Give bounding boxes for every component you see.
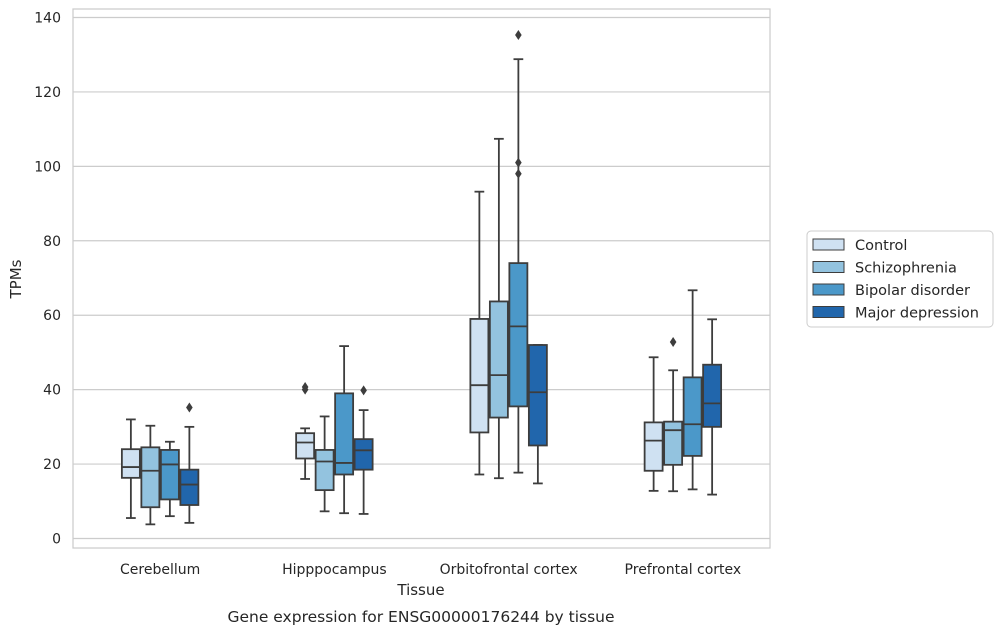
x-tick-label: Hipppocampus <box>282 562 387 578</box>
box-iqr <box>314 449 335 492</box>
box-2-4 <box>353 385 374 515</box>
box-1-1 <box>120 418 141 519</box>
legend-swatch <box>812 238 845 251</box>
y-tick-label: 0 <box>52 532 61 548</box>
y-tick-label: 120 <box>34 85 61 101</box>
box-4-4 <box>702 318 723 496</box>
x-tick-label: Orbitofrontal cortex <box>440 562 578 578</box>
box-3-3 <box>508 29 529 474</box>
legend-swatch <box>812 283 845 296</box>
y-tick-label: 40 <box>43 383 61 399</box>
box-3-1 <box>469 190 490 476</box>
box-iqr <box>469 318 490 434</box>
box-iqr <box>508 262 529 408</box>
outlier-point <box>301 382 309 393</box>
box-iqr <box>353 438 374 471</box>
legend: Control Schizophrenia Bipolar disorder Majo… <box>806 230 994 328</box>
y-tick-label: 100 <box>34 159 61 175</box>
box-iqr <box>682 376 703 457</box>
box-iqr <box>120 448 141 479</box>
box-4-3 <box>682 289 703 491</box>
chart-caption: Gene expression for ENSG00000176244 by t… <box>227 608 614 626</box>
box-iqr <box>140 446 161 509</box>
box-1-3 <box>159 440 180 518</box>
outlier-point <box>515 157 522 168</box>
outlier-point <box>515 29 522 40</box>
x-axis-title: Tissue <box>396 581 444 599</box>
legend-label: Bipolar disorder <box>855 283 970 299</box>
box-iqr <box>527 344 548 447</box>
y-tick-labels: 0 20 40 60 80 100 120 140 <box>34 11 61 548</box>
y-tick-label: 80 <box>43 234 61 250</box>
box-1-2 <box>140 424 161 526</box>
box-1-4 <box>179 402 200 524</box>
legend-label: Schizophrenia <box>855 261 957 277</box>
box-3-2 <box>488 137 509 480</box>
plot-frame <box>72 8 771 549</box>
box-4-2 <box>663 337 684 493</box>
legend-frame <box>806 230 994 328</box>
y-axis-title: TPMs <box>7 259 25 299</box>
box-iqr <box>295 432 316 460</box>
box-iqr <box>179 468 200 506</box>
box-3-4 <box>527 344 548 485</box>
outlier-point <box>186 402 193 413</box>
legend-swatch <box>812 306 845 318</box>
y-tick-label: 20 <box>43 457 61 473</box>
box-iqr <box>643 421 664 472</box>
x-tick-label: Cerebellum <box>120 562 200 578</box>
box-groups <box>120 29 723 526</box>
outlier-point <box>360 385 367 396</box>
box-iqr <box>334 392 355 476</box>
box-iqr <box>159 449 180 501</box>
legend-label: Control <box>855 238 907 254</box>
outlier-point <box>515 168 522 179</box>
box-2-3 <box>334 345 355 515</box>
box-4-1 <box>643 356 664 492</box>
box-2-1 <box>295 382 316 480</box>
y-tick-label: 60 <box>43 308 61 324</box>
legend-swatch <box>812 261 845 273</box>
box-iqr <box>488 300 509 419</box>
x-tick-label: Prefrontal cortex <box>625 562 742 578</box>
box-2-2 <box>314 415 335 513</box>
x-tick-labels: Cerebellum Hipppocampus Orbitofrontal cort… <box>120 562 741 578</box>
outlier-point <box>669 337 677 348</box>
box-iqr <box>663 420 684 466</box>
y-tick-label: 140 <box>34 11 61 27</box>
box-iqr <box>702 363 723 428</box>
legend-label: Major depression <box>855 306 979 322</box>
